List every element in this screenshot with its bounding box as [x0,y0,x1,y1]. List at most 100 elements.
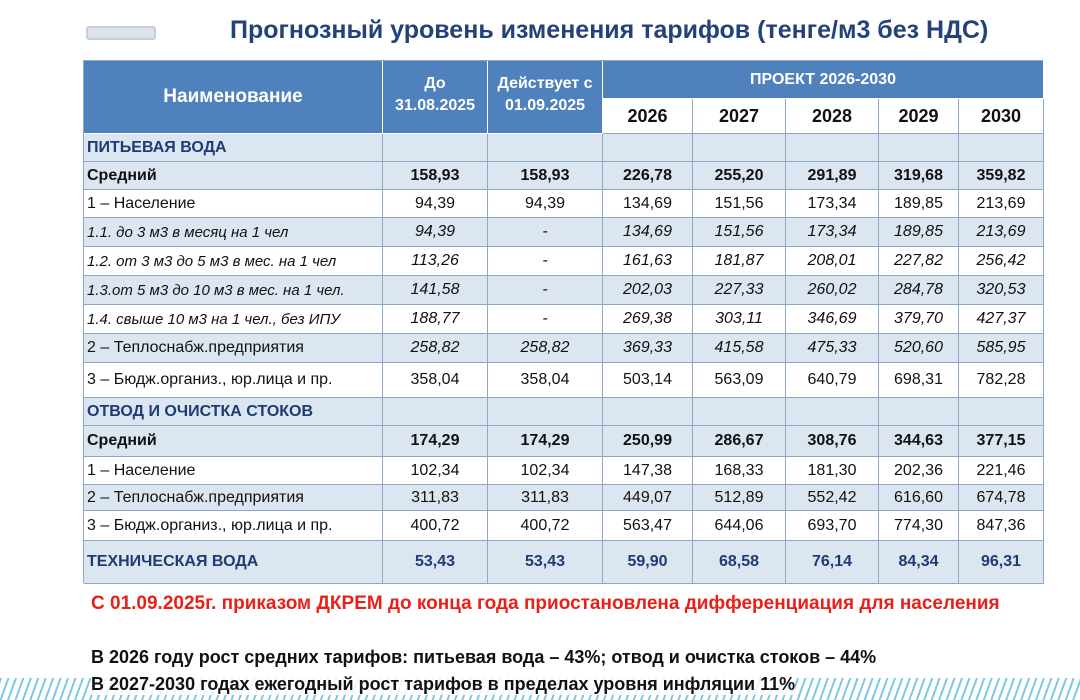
year-header: 2028 [786,99,879,134]
table-cell: 698,31 [879,363,959,398]
table-cell: 1.4. свыше 10 м3 на 1 чел., без ИПУ [84,305,383,334]
empty-cell [488,134,603,162]
table-cell: Средний [84,426,383,457]
table-cell: 168,33 [693,457,786,485]
table-cell: 400,72 [383,511,488,541]
table-cell: 552,42 [786,485,879,511]
table-cell: 503,14 [603,363,693,398]
year-header: 2030 [959,99,1044,134]
table-cell: 256,42 [959,247,1044,276]
table-cell: 640,79 [786,363,879,398]
header-cell: До 31.08.2025 [383,61,488,134]
table-cell: 520,60 [879,334,959,363]
table-cell: 151,56 [693,190,786,218]
table-cell: - [488,276,603,305]
table-cell: 269,38 [603,305,693,334]
table-cell: 173,34 [786,190,879,218]
empty-cell [959,134,1044,162]
table-cell: 53,43 [383,541,488,584]
table-cell: 255,20 [693,162,786,190]
table-cell: 213,69 [959,190,1044,218]
empty-cell [879,398,959,426]
tariff-table: Наименование До 31.08.2025 Действует с 01.… [83,60,1044,584]
table-cell: 250,99 [603,426,693,457]
table-cell: - [488,218,603,247]
table-cell: 94,39 [488,190,603,218]
empty-cell [693,134,786,162]
table-cell: 113,26 [383,247,488,276]
table-cell: 158,93 [488,162,603,190]
empty-cell [693,398,786,426]
table-cell: 585,95 [959,334,1044,363]
table-cell: 475,33 [786,334,879,363]
table-cell: 181,87 [693,247,786,276]
table-cell: 151,56 [693,218,786,247]
table-cell: 320,53 [959,276,1044,305]
table-cell: ОТВОД И ОЧИСТКА СТОКОВ [84,398,383,426]
table-cell: 189,85 [879,190,959,218]
table-cell: 379,70 [879,305,959,334]
table-cell: 134,69 [603,190,693,218]
table-cell: 202,03 [603,276,693,305]
table-cell: 1 – Население [84,190,383,218]
table-cell: 76,14 [786,541,879,584]
table-cell: 3 – Бюдж.организ., юр.лица и пр. [84,511,383,541]
year-header: 2026 [603,99,693,134]
table-cell: 311,83 [383,485,488,511]
table-cell: 174,29 [488,426,603,457]
header-cell: Наименование [84,61,383,134]
table-cell: 3 – Бюдж.организ., юр.лица и пр. [84,363,383,398]
table-cell: 319,68 [879,162,959,190]
table-cell: 147,38 [603,457,693,485]
table-cell: 369,33 [603,334,693,363]
table-cell: 616,60 [879,485,959,511]
table-cell: 189,85 [879,218,959,247]
table-cell: 311,83 [488,485,603,511]
table-cell: 563,09 [693,363,786,398]
table-cell: 68,58 [693,541,786,584]
table-cell: 512,89 [693,485,786,511]
table-cell: 94,39 [383,190,488,218]
table-cell: 674,78 [959,485,1044,511]
empty-cell [488,398,603,426]
table-cell: 226,78 [603,162,693,190]
table-cell: 141,58 [383,276,488,305]
note-line: В 2026 году рост средних тарифов: питьев… [91,647,877,667]
empty-cell [786,134,879,162]
table-cell: Средний [84,162,383,190]
table-cell: 96,31 [959,541,1044,584]
header-cell: Действует с 01.09.2025 [488,61,603,134]
table-cell: - [488,305,603,334]
table-cell: 303,11 [693,305,786,334]
table-cell: 158,93 [383,162,488,190]
table-cell: ТЕХНИЧЕСКАЯ ВОДА [84,541,383,584]
table-cell: 644,06 [693,511,786,541]
empty-cell [383,134,488,162]
table-cell: 84,34 [879,541,959,584]
table-cell: 94,39 [383,218,488,247]
table-cell: 174,29 [383,426,488,457]
empty-cell [603,134,693,162]
table-cell: 344,63 [879,426,959,457]
table-cell: 102,34 [383,457,488,485]
empty-cell [603,398,693,426]
table-cell: - [488,247,603,276]
table-cell: 427,37 [959,305,1044,334]
table-cell: 102,34 [488,457,603,485]
table-cell: 2 – Теплоснабж.предприятия [84,485,383,511]
table-cell: 782,28 [959,363,1044,398]
table-cell: 227,33 [693,276,786,305]
table-cell: 2 – Теплоснабж.предприятия [84,334,383,363]
table-cell: 308,76 [786,426,879,457]
table-cell: 774,30 [879,511,959,541]
table-cell: 1 – Население [84,457,383,485]
table-cell: 847,36 [959,511,1044,541]
empty-cell [786,398,879,426]
year-header: 2027 [693,99,786,134]
table-cell: 291,89 [786,162,879,190]
table-cell: 358,04 [383,363,488,398]
empty-cell [959,398,1044,426]
table-cell: 415,58 [693,334,786,363]
table-cell: 1.2. от 3 м3 до 5 м3 в мес. на 1 чел [84,247,383,276]
table-cell: 1.1. до 3 м3 в месяц на 1 чел [84,218,383,247]
